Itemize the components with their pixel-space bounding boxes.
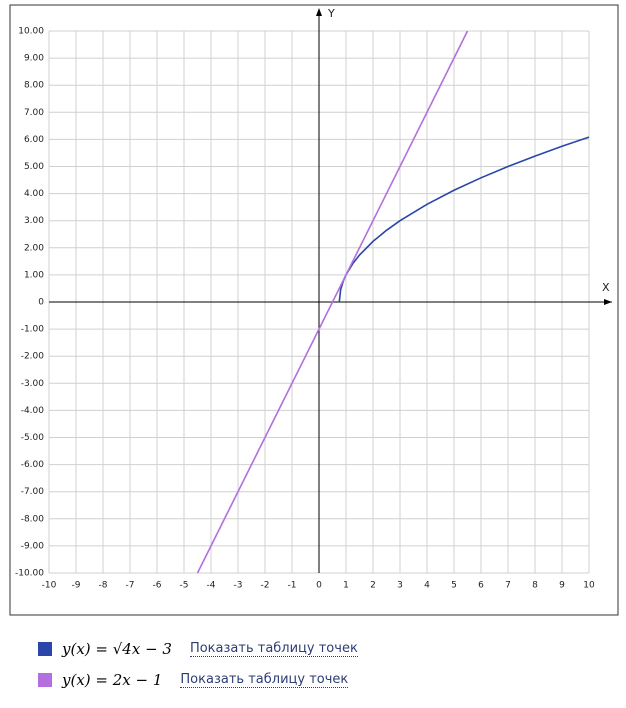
x-tick-label: 3 [397, 581, 403, 591]
x-tick-label: -10 [42, 581, 57, 591]
y-tick-label: -4.00 [21, 406, 45, 416]
x-tick-label: -5 [180, 581, 189, 591]
x-tick-label: -3 [234, 581, 243, 591]
y-tick-label: 5.00 [24, 162, 44, 172]
x-tick-label: 1 [343, 581, 349, 591]
y-tick-label: -6.00 [21, 460, 45, 470]
x-tick-label: 4 [424, 581, 430, 591]
table-link[interactable]: Показать таблицу точек [180, 672, 349, 688]
x-tick-label: -7 [126, 581, 135, 591]
y-arrow [316, 8, 322, 16]
y-tick-label: -7.00 [21, 487, 45, 497]
x-tick-label: -8 [99, 581, 108, 591]
y-tick-label: -10.00 [15, 569, 44, 579]
y-tick-label: -8.00 [21, 514, 45, 524]
x-tick-label: 0 [316, 581, 322, 591]
x-tick-label: 6 [478, 581, 484, 591]
x-tick-label: -6 [153, 581, 162, 591]
y-tick-label: -2.00 [21, 352, 45, 362]
y-tick-label: 8.00 [24, 81, 44, 91]
x-tick-label: 9 [559, 581, 565, 591]
legend-formula: y(x) = √4x − 3 [62, 640, 172, 658]
chart: -10 -9 -8 -7 -6 -5 -4 -3 -2 -1 0 1 2 3 4 5 6 7 8 9 1010.009.… [9, 4, 619, 616]
y-tick-label: 0 [38, 298, 44, 308]
y-tick-label: 4.00 [24, 189, 44, 199]
x-tick-label: 10 [583, 581, 595, 591]
x-tick-label: -4 [207, 581, 216, 591]
series-line [196, 30, 469, 574]
y-tick-label: -5.00 [21, 433, 45, 443]
x-tick-label: -9 [72, 581, 81, 591]
y-tick-label: 7.00 [24, 108, 44, 118]
y-tick-label: 10.00 [18, 27, 44, 37]
y-tick-label: -9.00 [21, 541, 45, 551]
y-tick-label: -3.00 [21, 379, 45, 389]
x-tick-label: -2 [261, 581, 270, 591]
y-tick-label: 1.00 [24, 270, 44, 280]
y-tick-label: 2.00 [24, 243, 44, 253]
x-tick-label: 2 [370, 581, 376, 591]
y-tick-label: -1.00 [21, 325, 45, 335]
x-tick-label: 5 [451, 581, 457, 591]
series-line [338, 136, 590, 303]
table-link[interactable]: Показать таблицу точек [189, 641, 358, 657]
y-axis-label: Y [327, 7, 335, 20]
legend-formula: y(x) = 2x − 1 [62, 671, 163, 689]
legend-item: y(x) = 2x − 1 Показать таблицу точек [38, 671, 349, 689]
legend-swatch [38, 642, 52, 656]
x-tick-label: 7 [505, 581, 511, 591]
y-tick-label: 9.00 [24, 54, 44, 64]
x-axis-label: X [602, 281, 610, 294]
x-tick-label: -1 [288, 581, 297, 591]
y-tick-label: 6.00 [24, 135, 44, 145]
frame [9, 4, 619, 616]
legend-item: y(x) = √4x − 3 Показать таблицу точек [38, 640, 358, 658]
y-tick-label: 3.00 [24, 216, 44, 226]
x-tick-label: 8 [532, 581, 538, 591]
legend-swatch [38, 673, 52, 687]
x-arrow [604, 299, 612, 305]
